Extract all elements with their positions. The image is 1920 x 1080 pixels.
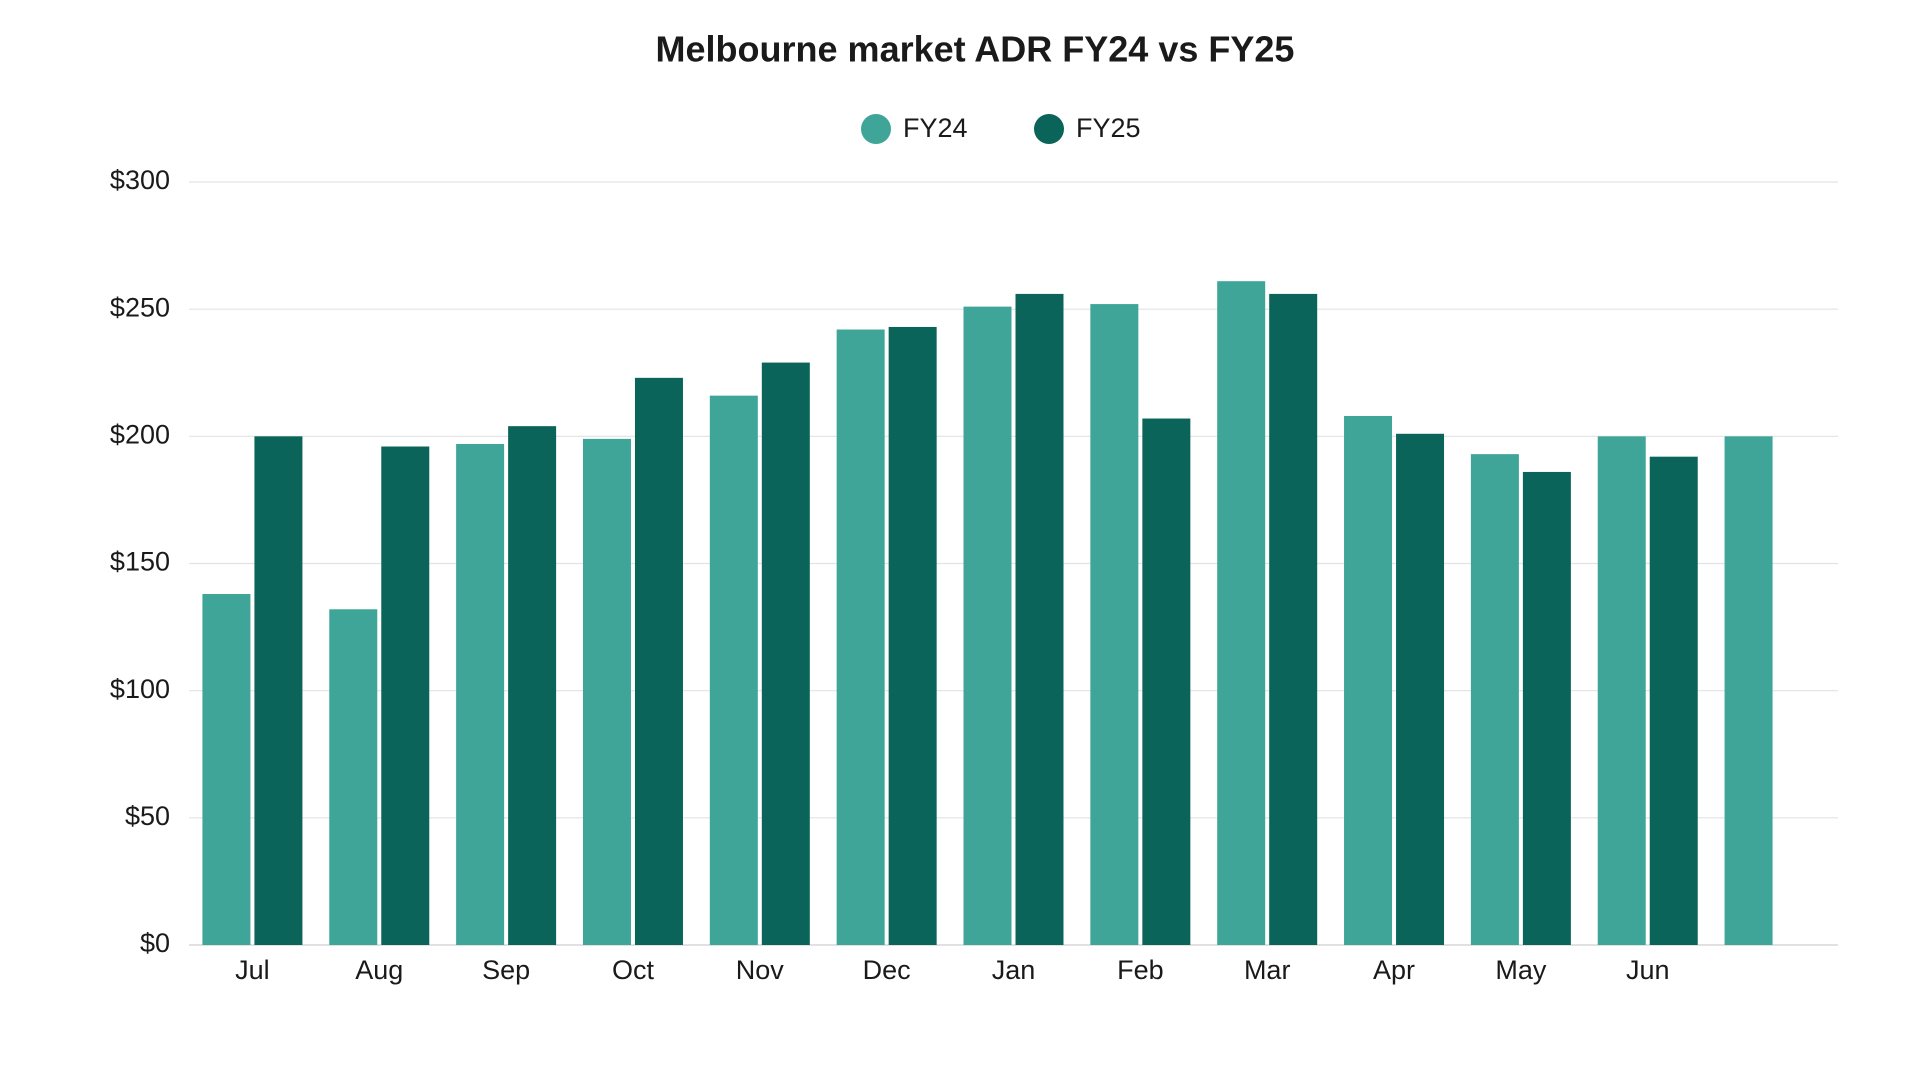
y-tick-label: $200 [110, 419, 170, 449]
y-tick-label: $250 [110, 292, 170, 322]
bar [1090, 304, 1139, 946]
bar [508, 426, 557, 945]
legend-swatch [861, 114, 891, 144]
bar [1015, 293, 1064, 945]
bar [456, 443, 505, 945]
x-tick-label: Aug [355, 955, 403, 985]
y-tick-label: $50 [125, 801, 170, 831]
x-tick-label: Apr [1373, 955, 1415, 985]
bar [1142, 418, 1191, 945]
x-tick-label: Dec [863, 955, 911, 985]
legend-label: FY25 [1076, 113, 1141, 143]
chart-title: Melbourne market ADR FY24 vs FY25 [656, 29, 1295, 70]
bar [202, 594, 251, 945]
bar [836, 329, 885, 946]
x-tick-label: Sep [482, 955, 530, 985]
bar [1470, 454, 1519, 945]
y-tick-label: $100 [110, 674, 170, 704]
bar [1344, 415, 1393, 945]
x-tick-label: Feb [1117, 955, 1164, 985]
bar [381, 446, 430, 945]
bar [1649, 456, 1698, 945]
bar [634, 377, 683, 945]
bar [1724, 436, 1773, 945]
bar [1522, 471, 1571, 945]
x-tick-label: Jul [235, 955, 270, 985]
y-tick-label: $300 [110, 165, 170, 195]
x-tick-label: Mar [1244, 955, 1291, 985]
y-tick-label: $150 [110, 547, 170, 577]
bar [1396, 433, 1445, 945]
x-tick-label: Nov [736, 955, 785, 985]
legend-label: FY24 [903, 113, 968, 143]
bar [254, 436, 303, 945]
x-tick-label: Oct [612, 955, 655, 985]
bar [761, 362, 810, 945]
bar [1217, 281, 1266, 945]
legend-swatch [1034, 114, 1064, 144]
bar [888, 326, 937, 946]
bar [329, 609, 378, 945]
bar [709, 395, 758, 945]
x-tick-label: May [1495, 955, 1547, 985]
bar [582, 438, 631, 945]
x-tick-label: Jun [1626, 955, 1670, 985]
bar [1597, 436, 1646, 945]
x-tick-label: Jan [992, 955, 1036, 985]
bar [1269, 293, 1318, 945]
y-tick-label: $0 [140, 928, 170, 958]
bar [963, 306, 1012, 946]
